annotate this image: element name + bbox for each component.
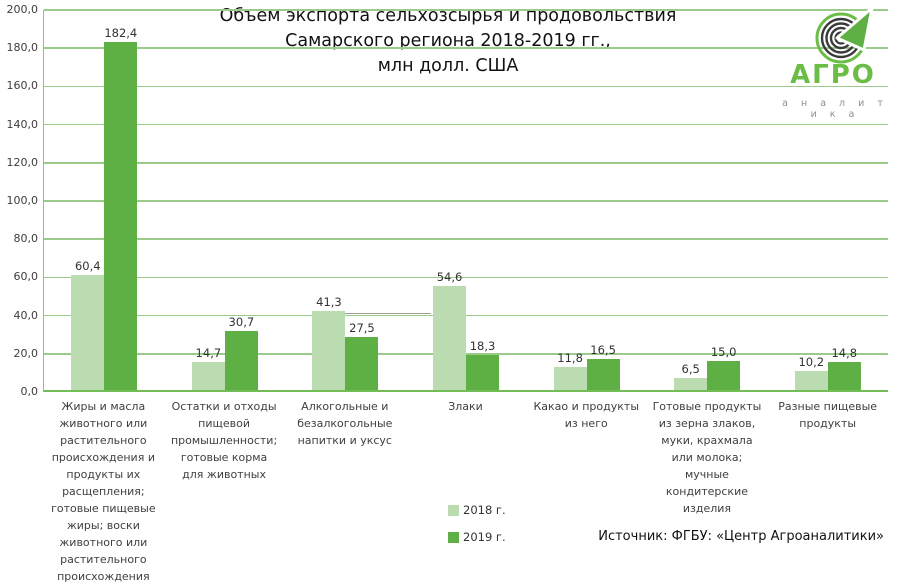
y-axis-tick-label: 180,0: [6, 41, 39, 55]
y-axis-tick-label: 140,0: [6, 117, 39, 131]
bar-value-label: 16,5: [590, 342, 616, 357]
category-label: Жиры и масла животного или растительного…: [51, 400, 156, 583]
bar-2018: 54,6: [433, 270, 467, 390]
y-axis: 0,0 20,0 40,0 60,0 80,0 100,0 120,0 140,0 160,0 1…: [0, 3, 39, 398]
bar-2019: 27,5: [345, 321, 379, 390]
legend-item-2018: 2018 г.: [448, 503, 506, 517]
bar-rect: [71, 274, 105, 390]
category-label: Какао и продукты из него: [533, 400, 640, 430]
bar-2018: 41,3: [312, 295, 346, 390]
y-axis-tick-label: 0,0: [20, 385, 39, 398]
bar-2018: 11,8: [553, 351, 587, 390]
bar-2018: 10,2: [794, 355, 828, 390]
category-label: Разные пищевые продукты: [778, 400, 878, 430]
y-axis-tick-label: 20,0: [13, 346, 39, 360]
bar-rect: [312, 311, 346, 390]
gridline: [44, 162, 888, 164]
label-callout-line: [345, 313, 431, 314]
bar-value-label: 11,8: [557, 351, 583, 366]
bar-value-label: 6,5: [681, 361, 700, 376]
y-axis-tick-label: 80,0: [13, 232, 39, 246]
source-note: Источник: ФГБУ: «Центр Агроаналитики»: [598, 529, 884, 544]
bar-value-label: 18,3: [469, 339, 496, 354]
chart-title: Объем экспорта сельхозсырья и продовольс…: [219, 6, 677, 76]
bar-group: 10,2 14,8: [767, 10, 888, 390]
y-axis-tick-label: 40,0: [13, 308, 39, 322]
legend-label-2018: 2018 г.: [463, 503, 506, 517]
bar-rect: [674, 377, 708, 390]
bar-rect: [707, 361, 741, 390]
legend-swatch-2018: [448, 504, 459, 516]
gridline: [44, 123, 888, 126]
bar-2018: 6,5: [674, 362, 708, 390]
agro-logo: АГРО а н а л и т и к а: [780, 2, 886, 120]
logo-wordmark: АГРО: [790, 60, 876, 90]
gridline: [44, 276, 888, 279]
bar-rect: [104, 41, 138, 390]
bar-value-label: 14,8: [831, 345, 858, 360]
bar-group: 6,5 15,0: [647, 10, 768, 390]
category-label: Алкогольные и безалкогольные напитки и у…: [297, 400, 393, 447]
bar-group: 14,7 30,7: [165, 10, 286, 390]
y-axis-tick-label: 60,0: [13, 270, 39, 284]
gridline: [44, 9, 888, 11]
bar-value-label: 60,4: [74, 258, 101, 273]
plot-area: 60,4 182,4 14,7 30,7 41,3 27,5 54,6 18,3 11,8 16,…: [43, 9, 888, 392]
y-axis-tick-label: 120,0: [6, 155, 39, 169]
bar-value-label: 182,4: [104, 25, 138, 40]
legend-label-2019: 2019 г.: [463, 530, 506, 544]
bar-2018: 60,4: [71, 259, 105, 390]
bar-value-label: 30,7: [228, 315, 255, 330]
bar-value-label: 15,0: [710, 345, 737, 360]
legend-swatch-2019: [448, 531, 459, 543]
bar-rect: [827, 361, 861, 390]
y-axis-tick-label: 160,0: [6, 79, 39, 93]
bar-2019: 16,5: [586, 343, 620, 390]
bar-2019: 182,4: [104, 26, 138, 390]
bar-rect: [466, 355, 500, 390]
logo-rings-arrow-icon: [815, 6, 874, 64]
bar-rect: [794, 370, 828, 390]
bar-rect: [191, 361, 225, 390]
gridline: [44, 47, 888, 49]
y-axis-tick-label: 200,0: [6, 3, 39, 16]
bar-group: 41,3 27,5: [285, 10, 406, 390]
legend: 2018 г. 2019 г.: [448, 503, 506, 557]
bar-2019: 15,0: [707, 345, 741, 390]
gridline: [44, 200, 888, 202]
bar-rect: [345, 337, 379, 390]
category-label: Остатки и отходы пищевой промышленности;…: [170, 400, 278, 481]
bar-2018: 14,7: [191, 346, 225, 390]
gridline: [44, 238, 888, 240]
bar-series-container: 60,4 182,4 14,7 30,7 41,3 27,5 54,6 18,3 11,8 16,…: [44, 10, 888, 390]
bar-2019: 14,8: [827, 346, 861, 390]
bar-2019: 18,3: [466, 339, 500, 390]
bar-group: 54,6 18,3: [406, 10, 527, 390]
bar-2019: 30,7: [224, 315, 258, 390]
category-label: Готовые продукты из зерна злаков, муки, …: [652, 400, 762, 515]
bar-rect: [224, 331, 258, 390]
bar-value-label: 27,5: [349, 321, 375, 336]
category-label: Злаки: [448, 400, 483, 413]
bar-group: 11,8 16,5: [526, 10, 647, 390]
bar-value-label: 41,3: [316, 295, 342, 310]
logo-subtitle: а н а л и т и к а: [782, 98, 888, 120]
bar-value-label: 10,2: [798, 354, 825, 369]
bar-value-label: 14,7: [195, 345, 222, 360]
gridline: [44, 85, 888, 88]
x-axis-category-labels: Жиры и масла животного или растительного…: [43, 398, 888, 583]
legend-item-2019: 2019 г.: [448, 530, 506, 544]
bar-rect: [586, 358, 620, 390]
bar-rect: [553, 367, 587, 390]
bar-value-label: 54,6: [436, 269, 463, 284]
bar-group: 60,4 182,4: [44, 10, 165, 390]
bar-rect: [433, 285, 467, 390]
y-axis-tick-label: 100,0: [6, 194, 39, 207]
